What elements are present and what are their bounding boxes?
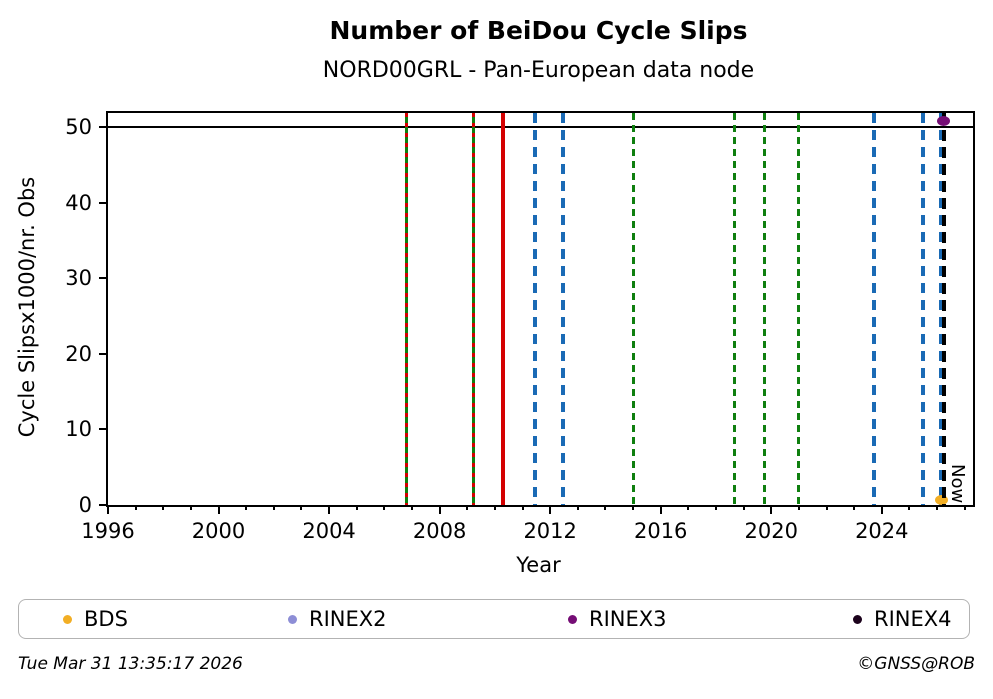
- event-line-blue-dashed: [532, 113, 537, 505]
- x-minor-tick: [272, 505, 275, 510]
- x-minor-tick: [687, 505, 690, 510]
- x-minor-tick: [493, 505, 496, 510]
- y-major-tick: [99, 352, 108, 355]
- y-axis-label: Cycle Slipsx1000/nr. Obs: [15, 176, 39, 438]
- x-major-tick: [328, 505, 331, 514]
- x-minor-tick: [521, 505, 524, 510]
- now-label: Now: [946, 463, 968, 503]
- chart-title: Number of BeiDou Cycle Slips: [329, 16, 748, 45]
- event-line-red-solid: [500, 113, 505, 505]
- y-tick-label: 0: [78, 493, 92, 517]
- y-tick-label: 10: [65, 417, 92, 442]
- legend-item-rinex3: RINEX3: [568, 600, 667, 638]
- footer-timestamp: Tue Mar 31 13:35:17 2026: [18, 654, 243, 674]
- now-line: [941, 113, 946, 505]
- legend-marker-icon: [568, 614, 577, 624]
- legend-item-bds: BDS: [63, 600, 128, 638]
- x-minor-tick: [355, 505, 358, 510]
- legend-item-rinex2: RINEX2: [288, 600, 387, 638]
- legend-label: RINEX3: [589, 606, 667, 631]
- event-line-green-dashed: [733, 113, 736, 505]
- x-major-tick: [217, 505, 220, 514]
- x-axis-label: Year: [516, 553, 561, 577]
- y-major-tick: [99, 126, 108, 129]
- event-line-green-dashed: [631, 113, 635, 505]
- legend-label: BDS: [84, 606, 128, 631]
- x-tick-label: 2008: [412, 519, 467, 543]
- legend-label: RINEX2: [309, 606, 387, 631]
- max-line: [108, 126, 973, 129]
- y-tick-label: 40: [65, 190, 92, 215]
- y-tick-label: 20: [65, 341, 92, 366]
- legend: BDS RINEX2 RINEX3 RINEX4: [18, 599, 970, 639]
- x-minor-tick: [189, 505, 192, 510]
- chart-subtitle: NORD00GRL - Pan-European data node: [322, 58, 755, 83]
- x-major-tick: [880, 505, 883, 514]
- legend-marker-icon: [288, 614, 297, 624]
- event-line-blue-dashed: [871, 113, 876, 505]
- x-minor-tick: [410, 505, 413, 510]
- x-tick-label: 2012: [523, 519, 577, 543]
- x-minor-tick: [742, 505, 745, 510]
- x-tick-label: 2016: [633, 519, 688, 543]
- x-major-tick: [549, 505, 552, 514]
- y-tick-label: 50: [65, 115, 92, 140]
- plot-area: Now 1996 2000 2004 2008 2012 2016 2020 2024 0 10 20…: [65, 111, 975, 543]
- x-tick-label: 2020: [744, 519, 798, 543]
- legend-marker-icon: [63, 614, 72, 624]
- event-line-blue-dashed: [939, 113, 944, 505]
- y-major-tick: [99, 277, 108, 280]
- x-tick-label: 2004: [302, 519, 356, 543]
- x-minor-tick: [825, 505, 828, 510]
- x-major-tick: [659, 505, 662, 514]
- event-line-blue-dashed: [921, 113, 926, 505]
- x-minor-tick: [604, 505, 607, 510]
- y-major-tick: [99, 428, 108, 431]
- x-minor-tick: [714, 505, 717, 510]
- event-line-green-red-dashed: [404, 113, 408, 505]
- event-line-green-dashed: [797, 113, 801, 505]
- event-line-green-dashed: [763, 113, 767, 505]
- legend-label: RINEX4: [874, 606, 952, 631]
- x-minor-tick: [963, 505, 966, 510]
- x-minor-tick: [853, 505, 856, 510]
- event-line-blue-dashed: [560, 113, 565, 505]
- x-major-tick: [107, 505, 109, 514]
- y-major-tick: [99, 504, 108, 506]
- footer-credit: ©GNSS@ROB: [857, 654, 975, 674]
- x-minor-tick: [576, 505, 579, 510]
- data-point-bds: [934, 494, 948, 505]
- x-major-tick: [770, 505, 773, 514]
- x-minor-tick: [134, 505, 137, 510]
- x-minor-tick: [383, 505, 386, 510]
- legend-marker-icon: [853, 614, 862, 624]
- x-minor-tick: [162, 505, 165, 510]
- y-major-tick: [99, 201, 108, 204]
- x-minor-tick: [632, 505, 635, 510]
- x-minor-tick: [300, 505, 303, 510]
- y-tick-label: 30: [65, 266, 92, 291]
- x-minor-tick: [466, 505, 469, 510]
- x-major-tick: [438, 505, 441, 514]
- x-tick-label: 2024: [855, 519, 909, 543]
- legend-item-rinex4: RINEX4: [853, 600, 952, 638]
- x-minor-tick: [797, 505, 800, 510]
- x-tick-label: 2000: [191, 519, 246, 543]
- event-line-green-red-dashed: [472, 113, 476, 505]
- x-tick-label: 1996: [81, 519, 135, 543]
- x-minor-tick: [936, 505, 939, 510]
- x-minor-tick: [908, 505, 911, 510]
- x-minor-tick: [245, 505, 248, 510]
- data-point-rinex3: [937, 115, 951, 126]
